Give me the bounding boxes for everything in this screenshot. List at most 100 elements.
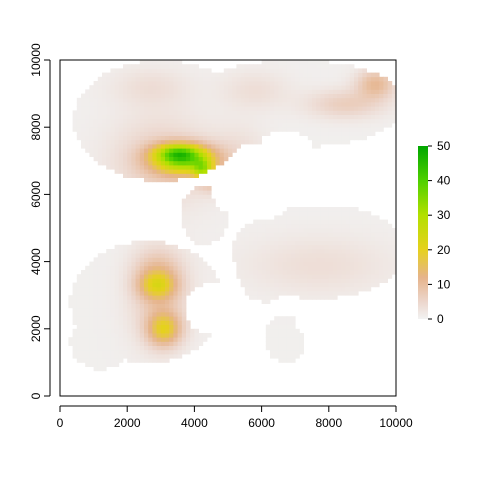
heatmap-cell <box>202 81 208 86</box>
heatmap-cell <box>148 324 153 330</box>
heatmap-cell <box>228 148 233 153</box>
heatmap-cell <box>257 110 262 115</box>
heatmap-cell <box>282 97 288 103</box>
heatmap-cell <box>93 118 99 124</box>
heatmap-cell <box>97 358 103 363</box>
heatmap-cell <box>286 110 292 115</box>
heatmap-cell <box>312 135 317 141</box>
heatmap-cell <box>379 93 384 99</box>
heatmap-cell <box>186 253 191 258</box>
heatmap-cell <box>190 156 195 162</box>
heatmap-cell <box>362 135 367 141</box>
heatmap-cell <box>282 64 288 69</box>
heatmap-cell <box>114 261 120 267</box>
heatmap-cell <box>118 169 124 174</box>
heatmap-cell <box>110 114 115 120</box>
heatmap-cell <box>354 97 359 103</box>
heatmap-cell <box>274 68 279 73</box>
heatmap-cell <box>135 249 141 254</box>
heatmap-cell <box>270 68 275 73</box>
heatmap-cell <box>312 261 317 267</box>
heatmap-cell <box>152 278 157 283</box>
heatmap-cell <box>76 328 82 334</box>
heatmap-cell <box>144 274 149 279</box>
heatmap-cell <box>295 123 300 128</box>
heatmap-cell <box>295 328 300 334</box>
heatmap-cell <box>274 60 279 65</box>
heatmap-cell <box>152 173 157 178</box>
heatmap-cell <box>123 316 128 321</box>
heatmap-cell <box>93 110 99 115</box>
heatmap-cell <box>282 228 288 233</box>
heatmap-cell <box>194 232 199 237</box>
heatmap-cell <box>81 358 86 363</box>
heatmap-cell <box>81 127 86 132</box>
heatmap-cell <box>131 320 136 325</box>
heatmap-cell <box>295 265 300 271</box>
heatmap-cell <box>131 165 136 170</box>
heatmap-cell <box>366 76 372 82</box>
heatmap-cell <box>282 240 288 246</box>
heatmap-cell <box>156 265 162 271</box>
heatmap-cell <box>93 81 99 86</box>
heatmap-cell <box>160 341 166 346</box>
heatmap-cell <box>202 68 208 73</box>
heatmap-cell <box>114 270 120 275</box>
heatmap-cell <box>198 202 204 208</box>
heatmap-cell <box>181 64 187 69</box>
heatmap-cell <box>358 278 363 283</box>
heatmap-cell <box>223 223 229 229</box>
heatmap-cell <box>186 274 191 279</box>
heatmap-cell <box>358 270 363 275</box>
heatmap-cell <box>106 106 111 111</box>
heatmap-cell <box>278 68 283 73</box>
heatmap-cell <box>383 118 388 124</box>
heatmap-cell <box>244 257 250 262</box>
heatmap-cell <box>190 165 195 170</box>
heatmap-cell <box>265 93 271 99</box>
heatmap-cell <box>93 328 99 334</box>
heatmap-cell <box>190 106 195 111</box>
heatmap-cell <box>181 270 187 275</box>
heatmap-cell <box>127 257 132 262</box>
heatmap-cell <box>257 282 262 288</box>
heatmap-cell <box>270 72 275 78</box>
heatmap-cell <box>186 232 191 237</box>
heatmap-cell <box>156 93 162 99</box>
heatmap-cell <box>135 148 141 153</box>
heatmap-cell <box>328 291 334 296</box>
heatmap-cell <box>261 249 267 254</box>
heatmap-cell <box>127 358 132 363</box>
heatmap-cell <box>135 81 141 86</box>
heatmap-cell <box>135 265 141 271</box>
heatmap-cell <box>110 127 115 132</box>
heatmap-cell <box>160 139 166 145</box>
heatmap-cell <box>102 156 107 162</box>
heatmap-cell <box>173 97 178 103</box>
heatmap-cell <box>160 244 166 250</box>
heatmap-cell <box>223 93 229 99</box>
heatmap-cell <box>232 85 237 90</box>
heatmap-cell <box>81 270 86 275</box>
heatmap-cell <box>291 93 296 99</box>
heatmap-cell <box>135 257 141 262</box>
heatmap-cell <box>118 68 124 73</box>
heatmap-cell <box>173 85 178 90</box>
heatmap-cell <box>194 76 199 82</box>
heatmap-cell <box>156 169 162 174</box>
heatmap-cell <box>249 265 254 271</box>
heatmap-cell <box>232 127 237 132</box>
heatmap-cell <box>198 282 204 288</box>
heatmap-cell <box>81 349 86 355</box>
heatmap-cell <box>312 236 317 241</box>
heatmap-cell <box>362 249 367 254</box>
heatmap-cell <box>76 123 82 128</box>
heatmap-cell <box>135 102 141 107</box>
heatmap-cell <box>333 89 338 94</box>
heatmap-cell <box>139 316 145 321</box>
heatmap-cell <box>106 114 111 120</box>
heatmap-cell <box>282 328 288 334</box>
heatmap-cell <box>333 102 338 107</box>
heatmap-cell <box>135 358 141 363</box>
heatmap-cell <box>127 139 132 145</box>
